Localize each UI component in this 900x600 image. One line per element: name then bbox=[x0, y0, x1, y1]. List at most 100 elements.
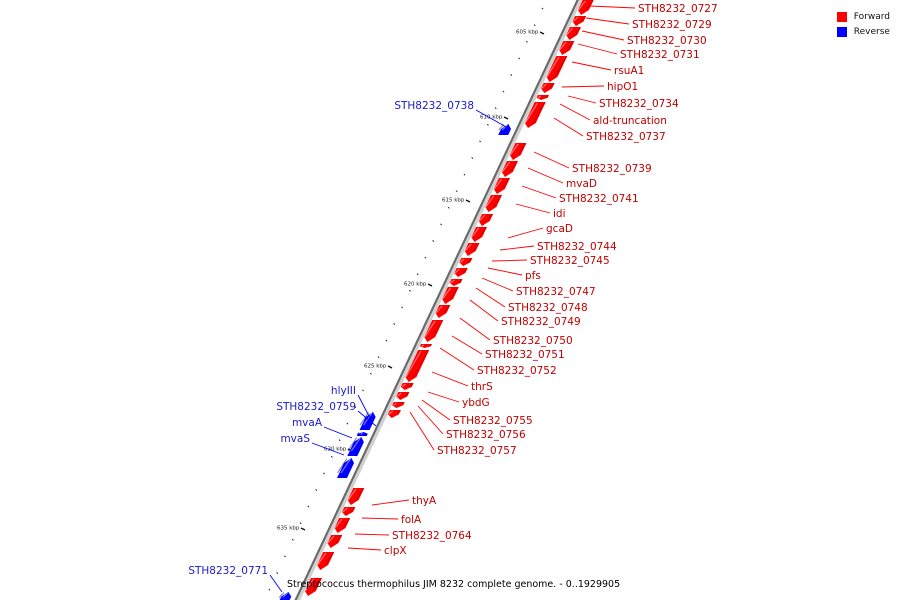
gene-shadow bbox=[458, 279, 463, 284]
minor-tick bbox=[338, 439, 341, 442]
gene-highlight bbox=[421, 344, 425, 347]
gene-highlight bbox=[509, 143, 519, 156]
reverse-gene bbox=[336, 458, 355, 478]
forward-gene-label: folA bbox=[361, 514, 422, 526]
gene-shadow bbox=[462, 268, 468, 274]
forward-gene bbox=[501, 161, 518, 177]
leader-line bbox=[323, 426, 353, 439]
forward-gene-label: STH8232_0739 bbox=[533, 151, 652, 175]
leader-line bbox=[499, 245, 535, 251]
gene-label-text: mvaS bbox=[280, 433, 310, 445]
gene-label-text: STH8232_0750 bbox=[493, 335, 573, 347]
reverse-gene-label: hlyIII bbox=[331, 385, 371, 419]
gene-label-text: rsuA1 bbox=[614, 65, 644, 77]
forward-gene bbox=[334, 518, 351, 533]
forward-gene bbox=[424, 320, 444, 342]
minor-tick bbox=[323, 472, 325, 475]
gene-body bbox=[424, 320, 444, 342]
gene-label-text: STH8232_0756 bbox=[446, 429, 526, 441]
minor-tick bbox=[440, 223, 443, 226]
forward-gene-label: STH8232_0750 bbox=[459, 317, 573, 347]
minor-tick bbox=[471, 157, 474, 159]
gene-body bbox=[336, 458, 355, 478]
forward-gene-label: STH8232_0734 bbox=[567, 95, 679, 110]
gene-shadow bbox=[350, 507, 356, 513]
forward-gene bbox=[541, 83, 555, 93]
leader-line bbox=[581, 30, 625, 41]
gene-body bbox=[454, 268, 468, 277]
gene-highlight bbox=[546, 56, 560, 78]
forward-gene bbox=[572, 16, 587, 26]
minor-tick bbox=[479, 140, 482, 143]
minor-tick bbox=[432, 240, 435, 242]
gene-body bbox=[498, 124, 512, 135]
gene-shadow bbox=[355, 488, 365, 501]
minor-tick bbox=[447, 206, 450, 209]
gene-body bbox=[566, 27, 581, 40]
forward-gene bbox=[524, 102, 546, 128]
forward-swatch bbox=[836, 11, 847, 22]
forward-gene bbox=[493, 178, 510, 194]
gene-body bbox=[334, 518, 351, 533]
gene-body bbox=[279, 592, 292, 600]
leader-line bbox=[417, 405, 444, 435]
gene-body bbox=[327, 535, 343, 548]
forward-gene-label: STH8232_0752 bbox=[439, 347, 557, 377]
gene-highlight bbox=[393, 402, 397, 406]
gene-highlight bbox=[350, 437, 361, 452]
reverse-gene-label: mvaS bbox=[280, 433, 345, 456]
minor-tick bbox=[284, 555, 286, 558]
gene-body bbox=[524, 102, 546, 128]
leader-line bbox=[589, 5, 636, 9]
legend-reverse-label: Reverse bbox=[853, 26, 890, 37]
forward-gene bbox=[405, 350, 430, 382]
forward-gene-label: STH8232_0751 bbox=[451, 335, 565, 361]
gene-body bbox=[509, 143, 527, 160]
gene-highlight bbox=[334, 518, 343, 529]
leader-line bbox=[451, 335, 483, 355]
forward-gene bbox=[485, 195, 502, 212]
forward-gene bbox=[471, 227, 487, 242]
gene-labels: STH8232_0727 STH8232_0729 STH8232_0730 STH8… bbox=[188, 3, 718, 593]
tick-label: 635 kbp bbox=[277, 526, 300, 532]
forward-gene-label: gcaD bbox=[507, 223, 573, 239]
leader-line bbox=[459, 317, 491, 341]
gene-highlight bbox=[424, 320, 436, 338]
gene-label-text: STH8232_0771 bbox=[188, 565, 268, 577]
forward-gene bbox=[347, 488, 365, 505]
minor-tick bbox=[315, 489, 318, 491]
leader-line bbox=[357, 410, 377, 427]
leader-line bbox=[577, 43, 618, 55]
reverse-gene bbox=[347, 437, 364, 456]
gene-highlight bbox=[459, 258, 465, 263]
forward-gene bbox=[546, 56, 568, 82]
minor-tick bbox=[541, 7, 544, 10]
forward-gene-label: hipO1 bbox=[561, 81, 638, 93]
forward-gene-label: STH8232_0745 bbox=[491, 255, 610, 267]
tick-marks: 605 kbp 610 kbp 615 kbp 620 kbp 625 kbp 630 k… bbox=[268, 7, 545, 591]
gene-label-text: gcaD bbox=[546, 223, 573, 235]
gene-label-text: STH8232_0741 bbox=[559, 193, 639, 205]
gene-body bbox=[405, 350, 430, 382]
forward-gene bbox=[566, 27, 581, 40]
gene-highlight bbox=[450, 279, 455, 284]
leader-line bbox=[553, 117, 584, 137]
gene-shadow bbox=[359, 412, 369, 426]
gene-shadow bbox=[278, 592, 285, 598]
minor-tick bbox=[518, 57, 521, 60]
legend-forward-label: Forward bbox=[853, 11, 890, 22]
gene-body bbox=[347, 488, 365, 505]
forward-gene-label: STH8232_0755 bbox=[421, 399, 533, 427]
gene-body bbox=[419, 344, 432, 348]
forward-gene-label: rsuA1 bbox=[571, 61, 644, 77]
gene-label-text: idi bbox=[553, 208, 566, 220]
forward-gene bbox=[400, 383, 414, 390]
minor-tick bbox=[330, 455, 333, 458]
gene-label-text: STH8232_0755 bbox=[453, 415, 533, 427]
gene-body bbox=[387, 410, 401, 418]
major-tick bbox=[503, 116, 509, 120]
legend-forward: Forward bbox=[836, 9, 890, 24]
forward-gene-label: STH8232_0741 bbox=[521, 185, 639, 205]
gene-highlight bbox=[388, 410, 394, 415]
